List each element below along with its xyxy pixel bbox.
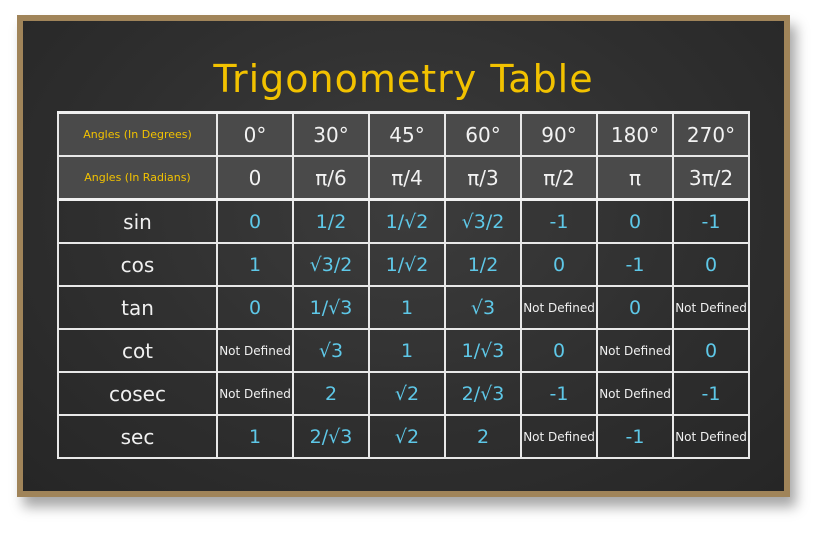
radians-value: 3π/2 xyxy=(672,155,750,201)
table-cell: √3 xyxy=(444,285,522,330)
degrees-value: 0° xyxy=(216,111,294,157)
table-cell: 1 xyxy=(216,242,294,287)
table-cell: 0 xyxy=(520,242,598,287)
table-cell: 0 xyxy=(596,198,674,244)
radians-value: π/6 xyxy=(292,155,370,201)
degrees-value: 60° xyxy=(444,111,522,157)
table-cell: Not Defined xyxy=(520,285,598,330)
table-cell: Not Defined xyxy=(520,414,598,459)
radians-value: π xyxy=(596,155,674,201)
function-name: tan xyxy=(57,285,218,330)
degrees-label: Angles (In Degrees) xyxy=(57,111,218,157)
table-cell: Not Defined xyxy=(216,328,294,373)
radians-label: Angles (In Radians) xyxy=(57,155,218,201)
table-cell: 1/√2 xyxy=(368,198,446,244)
table-cell: 1 xyxy=(368,285,446,330)
function-name: cos xyxy=(57,242,218,287)
radians-value: π/4 xyxy=(368,155,446,201)
header-row-degrees: Angles (In Degrees) 0° 30° 45° 60° 90° 180° 270… xyxy=(57,111,750,157)
table-cell: 1 xyxy=(216,414,294,459)
table-cell: -1 xyxy=(596,414,674,459)
table-cell: -1 xyxy=(672,198,750,244)
table-cell: 0 xyxy=(672,328,750,373)
degrees-value: 30° xyxy=(292,111,370,157)
function-name: sin xyxy=(57,198,218,244)
radians-value: π/3 xyxy=(444,155,522,201)
table-cell: 1 xyxy=(368,328,446,373)
table-cell: √3/2 xyxy=(292,242,370,287)
table-cell: 0 xyxy=(216,285,294,330)
table-cell: Not Defined xyxy=(672,285,750,330)
trig-table-body: Angles (In Degrees) 0° 30° 45° 60° 90° 180° 270… xyxy=(57,111,750,459)
table-cell: 0 xyxy=(216,198,294,244)
table-cell: Not Defined xyxy=(596,371,674,416)
radians-value: π/2 xyxy=(520,155,598,201)
table-cell: 1/2 xyxy=(292,198,370,244)
table-cell: √2 xyxy=(368,371,446,416)
table-cell: 0 xyxy=(520,328,598,373)
degrees-value: 180° xyxy=(596,111,674,157)
table-cell: √2 xyxy=(368,414,446,459)
function-name: cot xyxy=(57,328,218,373)
table-cell: Not Defined xyxy=(596,328,674,373)
table-cell: 1/√3 xyxy=(292,285,370,330)
table-cell: 2/√3 xyxy=(444,371,522,416)
table-row: cosec Not Defined 2 √2 2/√3 -1 Not Defined -1 xyxy=(57,371,750,416)
table-cell: 1/2 xyxy=(444,242,522,287)
table-cell: -1 xyxy=(520,198,598,244)
trig-table: Angles (In Degrees) 0° 30° 45° 60° 90° 180° 270… xyxy=(57,111,750,459)
board-title: Trigonometry Table xyxy=(213,57,594,101)
table-cell: 0 xyxy=(672,242,750,287)
table-row: tan 0 1/√3 1 √3 Not Defined 0 Not Defined xyxy=(57,285,750,330)
table-cell: -1 xyxy=(596,242,674,287)
function-name: cosec xyxy=(57,371,218,416)
chalkboard: Trigonometry Table Angles (In Degrees) 0°… xyxy=(23,21,784,491)
table-cell: 2/√3 xyxy=(292,414,370,459)
table-cell: 2 xyxy=(444,414,522,459)
function-name: sec xyxy=(57,414,218,459)
table-cell: 0 xyxy=(596,285,674,330)
table-row: sin 0 1/2 1/√2 √3/2 -1 0 -1 xyxy=(57,198,750,244)
table-cell: -1 xyxy=(520,371,598,416)
table-cell: 2 xyxy=(292,371,370,416)
table-cell: √3 xyxy=(292,328,370,373)
degrees-value: 270° xyxy=(672,111,750,157)
table-cell: √3/2 xyxy=(444,198,522,244)
table-row: sec 1 2/√3 √2 2 Not Defined -1 Not Defined xyxy=(57,414,750,459)
radians-value: 0 xyxy=(216,155,294,201)
table-cell: Not Defined xyxy=(672,414,750,459)
header-row-radians: Angles (In Radians) 0 π/6 π/4 π/3 π/2 π 3π/2 xyxy=(57,155,750,201)
table-row: cos 1 √3/2 1/√2 1/2 0 -1 0 xyxy=(57,242,750,287)
table-cell: -1 xyxy=(672,371,750,416)
table-cell: Not Defined xyxy=(216,371,294,416)
degrees-value: 90° xyxy=(520,111,598,157)
degrees-value: 45° xyxy=(368,111,446,157)
table-row: cot Not Defined √3 1 1/√3 0 Not Defined 0 xyxy=(57,328,750,373)
table-cell: 1/√3 xyxy=(444,328,522,373)
table-cell: 1/√2 xyxy=(368,242,446,287)
